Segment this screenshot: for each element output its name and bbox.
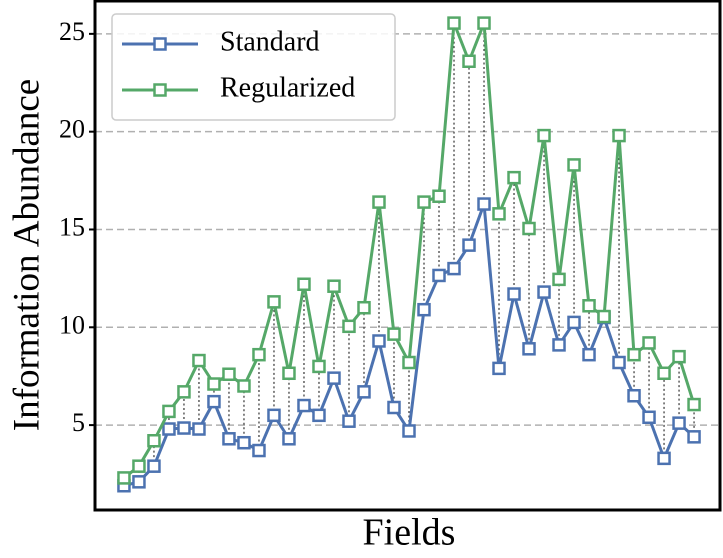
legend-label: Regularized [220, 72, 355, 103]
y-tick-label: 5 [72, 408, 85, 437]
marker [387, 400, 401, 415]
marker [522, 221, 536, 236]
marker [537, 128, 551, 143]
marker [267, 295, 281, 309]
marker [687, 397, 701, 412]
marker [282, 366, 296, 381]
marker [552, 338, 566, 352]
marker [477, 197, 491, 211]
legend: Standard Regularized [111, 13, 396, 121]
marker [552, 272, 566, 287]
marker [642, 410, 656, 425]
legend-box [111, 13, 396, 121]
marker [492, 207, 506, 221]
marker [627, 389, 641, 403]
marker [342, 319, 356, 334]
marker [177, 385, 191, 399]
marker [687, 430, 701, 444]
marker [672, 349, 686, 364]
marker [657, 366, 671, 381]
marker [567, 315, 581, 330]
marker [357, 385, 371, 399]
plot-frame [93, 0, 722, 512]
marker [312, 359, 326, 374]
marker [402, 424, 416, 438]
marker [372, 334, 386, 348]
marker [192, 422, 206, 436]
legend-marker [153, 37, 167, 51]
marker [132, 475, 146, 489]
marker [537, 285, 551, 299]
marker [327, 279, 341, 293]
marker [237, 379, 251, 393]
marker [657, 451, 671, 466]
marker [612, 128, 626, 143]
marker [432, 268, 446, 283]
marker [372, 195, 386, 209]
marker [177, 421, 191, 435]
marker [162, 404, 176, 419]
marker [627, 347, 641, 362]
marker [147, 459, 161, 473]
marker [492, 361, 506, 376]
marker [282, 432, 296, 446]
marker [132, 459, 146, 473]
marker [207, 377, 221, 391]
marker [462, 54, 476, 69]
marker [297, 398, 311, 413]
marker [417, 302, 431, 317]
y-tick-label: 10 [59, 310, 85, 339]
marker [567, 158, 581, 172]
marker [507, 170, 521, 185]
legend-marker [153, 83, 167, 97]
marker [447, 16, 461, 30]
marker [612, 355, 626, 370]
marker [237, 435, 251, 450]
marker [582, 347, 596, 362]
x-axis-label: Fields [363, 512, 456, 554]
marker [672, 416, 686, 430]
marker [312, 408, 326, 423]
y-tick-label: 20 [59, 115, 85, 144]
marker [117, 471, 131, 485]
marker [327, 371, 341, 385]
legend-label: Standard [220, 26, 320, 57]
y-tick-label: 15 [59, 212, 85, 241]
marker [462, 238, 476, 252]
marker [267, 408, 281, 423]
marker [582, 299, 596, 313]
marker [252, 347, 266, 362]
marker [357, 300, 371, 315]
marker [432, 189, 446, 203]
marker [522, 342, 536, 356]
marker [477, 16, 491, 30]
marker [402, 355, 416, 370]
marker [252, 443, 266, 458]
marker [162, 422, 176, 436]
marker [642, 336, 656, 350]
marker [147, 434, 161, 448]
marker [192, 353, 206, 368]
y-tick-label: 25 [59, 17, 85, 46]
marker [387, 327, 401, 341]
marker [417, 195, 431, 209]
marker [297, 277, 311, 292]
marker [597, 309, 611, 324]
marker [507, 287, 521, 301]
marker [447, 261, 461, 276]
marker [222, 367, 236, 381]
marker [222, 432, 236, 446]
marker [207, 394, 221, 409]
marker [342, 414, 356, 428]
y-axis-label: Information Abundance [6, 79, 47, 431]
